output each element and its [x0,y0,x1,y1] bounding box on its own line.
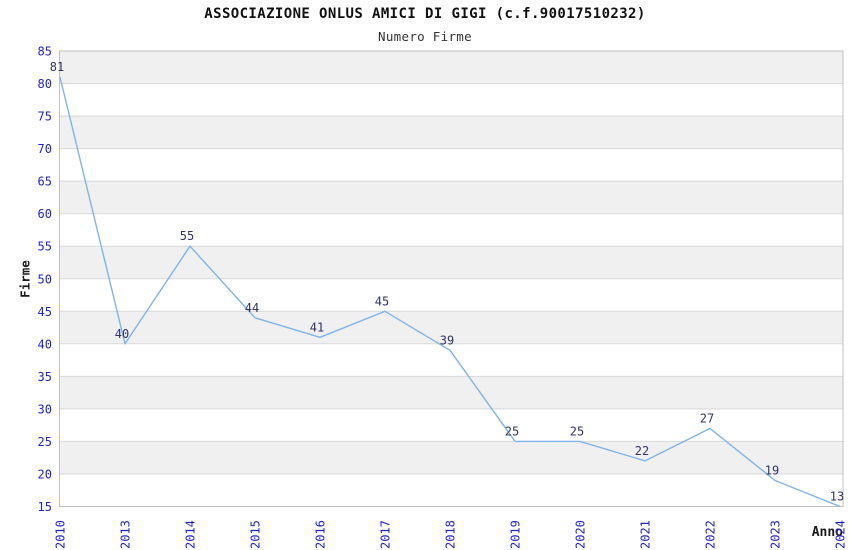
plot-band [59,311,843,344]
x-tick-label: 2017 [379,520,393,549]
chart-subtitle: Numero Firme [378,29,472,44]
data-point-label: 13 [830,490,844,504]
data-point-label: 25 [505,424,519,438]
plot-band [59,376,843,409]
y-tick-label: 15 [38,500,52,514]
plot-band [59,116,843,149]
y-tick-label: 50 [38,272,52,286]
y-tick-label: 35 [38,370,52,384]
y-tick-label: 20 [38,468,52,482]
y-tick-label: 85 [38,45,52,59]
y-tick-label: 70 [38,142,52,156]
data-point-label: 44 [245,301,259,315]
plot-band [59,246,843,279]
y-tick-label: 65 [38,175,52,189]
plot-band [59,441,843,474]
x-tick-label: 2021 [639,520,653,549]
y-tick-label: 45 [38,305,52,319]
x-tick-label: 2018 [444,520,458,549]
data-point-label: 40 [115,327,129,341]
data-point-label: 55 [180,229,194,243]
data-point-label: 25 [570,424,584,438]
plot-band [59,51,843,84]
y-tick-label: 25 [38,435,52,449]
plot-border [59,50,844,507]
y-tick-label: 80 [38,77,52,91]
x-tick-label: 2010 [54,520,68,549]
data-point-label: 81 [50,60,64,74]
x-tick-label: 2016 [314,520,328,549]
y-tick-label: 75 [38,110,52,124]
data-point-label: 39 [440,333,454,347]
data-point-label: 19 [765,464,779,478]
data-point-label: 22 [635,444,649,458]
x-tick-label: 2019 [509,520,523,549]
x-axis-title: Anno [811,525,843,540]
x-tick-label: 2024 [834,520,848,549]
y-tick-label: 30 [38,402,52,416]
y-tick-label: 40 [38,337,52,351]
y-tick-label: 55 [38,240,52,254]
chart-title: ASSOCIAZIONE ONLUS AMICI DI GIGI (c.f.90… [204,6,646,22]
x-tick-label: 2023 [769,520,783,549]
data-point-label: 27 [700,411,714,425]
plot-band [59,181,843,214]
x-tick-label: 2015 [249,520,263,549]
x-tick-label: 2014 [184,520,198,549]
data-line [59,76,841,508]
x-tick-label: 2013 [119,520,133,549]
data-point-label: 45 [375,294,389,308]
y-tick-label: 60 [38,207,52,221]
x-tick-label: 2022 [704,520,718,549]
x-tick-label: 2020 [574,520,588,549]
data-point-label: 41 [310,320,324,334]
